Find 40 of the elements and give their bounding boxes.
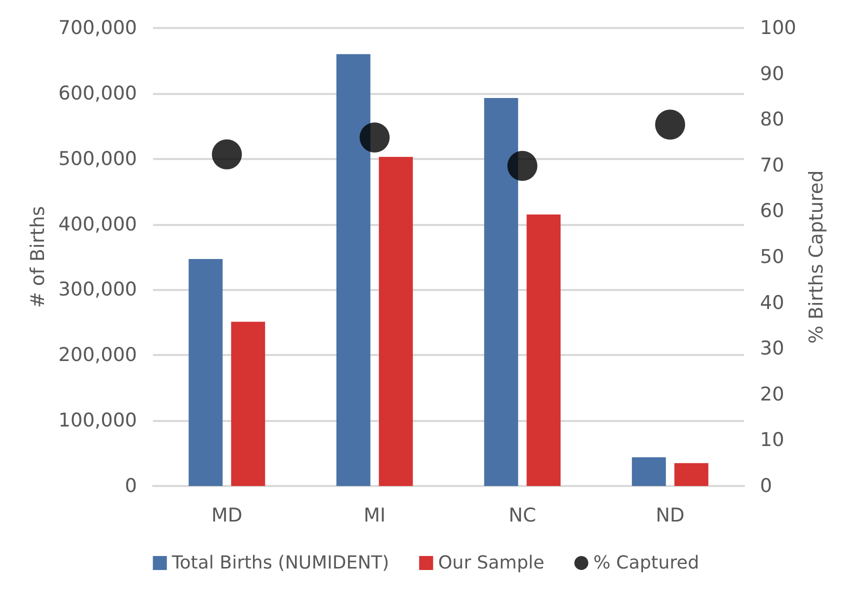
bar — [632, 457, 666, 486]
y2-tick-label: 90 — [760, 62, 784, 85]
point — [212, 139, 242, 170]
y2-tick-label: 0 — [760, 475, 772, 497]
y-tick-label: 0 — [124, 475, 137, 497]
bar — [188, 258, 223, 486]
legend-label: Total Births (NUMIDENT) — [170, 552, 390, 574]
y-tick-label: 300,000 — [58, 278, 137, 301]
y-tick-label: 200,000 — [58, 344, 137, 366]
legend-label: Our Sample — [438, 552, 544, 574]
y2-tick-label: 30 — [760, 338, 784, 360]
point — [360, 122, 390, 152]
y-tick-label: 400,000 — [58, 213, 137, 236]
bar — [336, 54, 370, 486]
y2-tick-label: 80 — [760, 108, 784, 131]
legend-label: % Captured — [593, 552, 700, 574]
bar — [484, 98, 518, 486]
y2-tick-label: 50 — [760, 246, 784, 268]
y-tick-label: 600,000 — [58, 82, 137, 104]
bar — [674, 463, 708, 486]
y2-tick-label: 40 — [760, 292, 784, 314]
y2-axis-title: % Births Captured — [806, 170, 828, 344]
y2-tick-label: 20 — [760, 383, 784, 406]
bar — [378, 156, 413, 486]
x-tick-label: NC — [508, 504, 536, 526]
y-tick-label: 100,000 — [58, 410, 137, 432]
y2-tick-label: 100 — [760, 17, 796, 39]
point — [655, 110, 686, 140]
y2-tick-label: 60 — [760, 200, 784, 222]
y-tick-label: 500,000 — [58, 148, 137, 170]
y2-tick-label: 10 — [760, 429, 784, 452]
x-tick-label: ND — [656, 504, 685, 526]
y2-tick-label: 70 — [760, 154, 784, 176]
y-axis-title: # of Births — [27, 206, 50, 308]
bar — [526, 214, 561, 486]
point — [507, 150, 538, 181]
bar — [231, 322, 266, 486]
x-tick-label: MD — [211, 504, 242, 526]
x-tick-label: MI — [364, 504, 386, 526]
y-tick-label: 700,000 — [58, 17, 137, 39]
